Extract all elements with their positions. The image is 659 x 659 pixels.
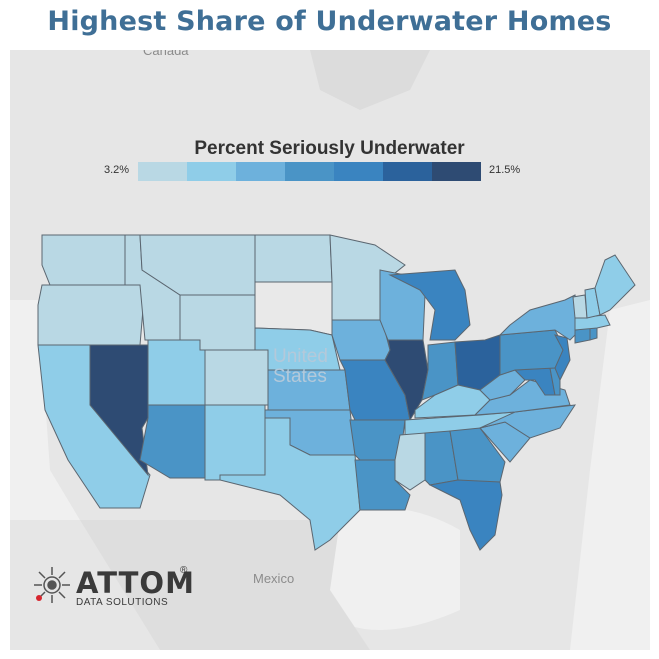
- attom-logo-icon: [34, 567, 70, 603]
- canada-label: Canada: [143, 50, 189, 58]
- map-canvas[interactable]: Washington Oregon California Nevada Idah…: [10, 50, 650, 650]
- gulf-water: [310, 507, 460, 630]
- state-oregon[interactable]: Oregon: [37, 284, 146, 346]
- state-michigan[interactable]: Michigan: [388, 269, 471, 341]
- color-legend: [138, 162, 481, 181]
- legend-swatch-6: [383, 162, 432, 181]
- state-utah[interactable]: Utah: [147, 339, 206, 406]
- logo-tagline: DATA SOLUTIONS: [76, 597, 169, 608]
- us-map[interactable]: Washington Oregon California Nevada Idah…: [10, 50, 650, 650]
- state-north-dakota[interactable]: North Dakota: [254, 234, 333, 283]
- state-maine[interactable]: Maine: [594, 254, 636, 316]
- state-arizona[interactable]: Arizona: [139, 404, 206, 479]
- legend-swatch-4: [285, 162, 334, 181]
- legend-swatch-7: [432, 162, 481, 181]
- state-new-mexico[interactable]: New Mexico: [204, 404, 266, 481]
- state-rhode-island[interactable]: Rhode Island: [589, 327, 598, 341]
- legend-swatch-1: [138, 162, 187, 181]
- state-florida[interactable]: Florida: [428, 479, 503, 551]
- state-layer: Washington Oregon California Nevada Idah…: [37, 234, 636, 551]
- logo-registered-mark: ®: [180, 565, 188, 576]
- legend-swatch-5: [334, 162, 383, 181]
- atlantic-water: [570, 300, 650, 650]
- state-colorado[interactable]: Colorado: [204, 349, 269, 406]
- state-washington[interactable]: Washington: [41, 234, 126, 286]
- state-south-dakota[interactable]: South Dakota: [254, 281, 333, 336]
- legend-swatch-3: [236, 162, 285, 181]
- lake-shape: [310, 50, 430, 110]
- attom-logo: ATTOM ® DATA SOLUTIONS: [30, 565, 194, 609]
- united-states-label: United States: [273, 346, 328, 387]
- state-iowa[interactable]: Iowa: [331, 319, 391, 361]
- logo-wordmark: ATTOM: [76, 566, 195, 600]
- legend-min-label: 3.2%: [104, 164, 130, 176]
- state-mississippi[interactable]: Mississippi: [394, 432, 426, 491]
- legend-title: Percent Seriously Underwater: [194, 138, 465, 159]
- map-title: Highest Share of Underwater Homes: [47, 6, 612, 37]
- mexico-land: [80, 520, 370, 650]
- state-vermont[interactable]: Vermont: [572, 294, 588, 319]
- legend-swatch-2: [187, 162, 236, 181]
- mexico-label: Mexico: [253, 571, 295, 586]
- legend-max-label: 21.5%: [489, 164, 521, 176]
- state-texas[interactable]: Texas: [219, 417, 361, 551]
